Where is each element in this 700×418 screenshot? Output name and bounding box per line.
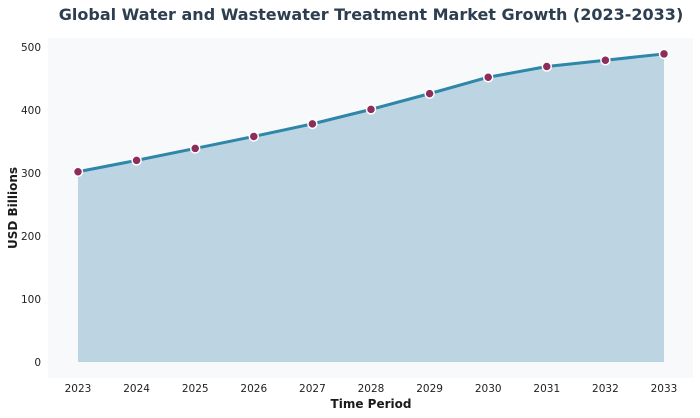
- x-tick-label: 2033: [651, 383, 678, 395]
- x-tick-label: 2026: [240, 383, 267, 395]
- data-point-2033: [658, 48, 670, 60]
- y-axis: 0 100 200 300 400 500: [21, 42, 41, 369]
- x-tick-label: 2032: [592, 383, 619, 395]
- x-axis: 2023 2024 2025 2026 2027 2028 2029 2030 2031 2032…: [65, 383, 678, 395]
- point-layer: [72, 48, 670, 177]
- data-point-2023: [72, 166, 84, 177]
- data-point-2032: [600, 54, 611, 66]
- data-point-2028: [365, 104, 377, 115]
- chart-title: Global Water and Wastewater Treatment Ma…: [59, 5, 684, 24]
- data-point-2026: [248, 131, 260, 142]
- data-point-2025: [189, 143, 201, 154]
- data-point-2027: [307, 118, 318, 130]
- data-point-2029: [424, 88, 435, 99]
- y-tick-label: 500: [21, 42, 41, 54]
- area-layer: [78, 53, 664, 363]
- y-tick-label: 400: [21, 105, 41, 117]
- x-tick-label: 2031: [533, 383, 560, 395]
- y-axis-label: USD Billions: [6, 167, 20, 249]
- data-point-2031: [541, 61, 553, 72]
- y-tick-label: 100: [21, 294, 41, 306]
- y-tick-label: 200: [21, 231, 41, 243]
- x-tick-label: 2025: [182, 383, 209, 395]
- y-tick-label: 0: [34, 357, 41, 369]
- x-tick-label: 2024: [123, 383, 150, 395]
- x-tick-label: 2023: [65, 383, 92, 395]
- x-axis-label: Time Period: [331, 397, 412, 411]
- x-tick-label: 2030: [475, 383, 502, 395]
- area-fill: [78, 53, 664, 363]
- x-tick-label: 2028: [358, 383, 385, 395]
- data-point-2030: [482, 71, 494, 83]
- x-tick-label: 2027: [299, 383, 326, 395]
- y-tick-label: 300: [21, 168, 41, 180]
- x-tick-label: 2029: [416, 383, 443, 395]
- data-point-2024: [131, 155, 142, 166]
